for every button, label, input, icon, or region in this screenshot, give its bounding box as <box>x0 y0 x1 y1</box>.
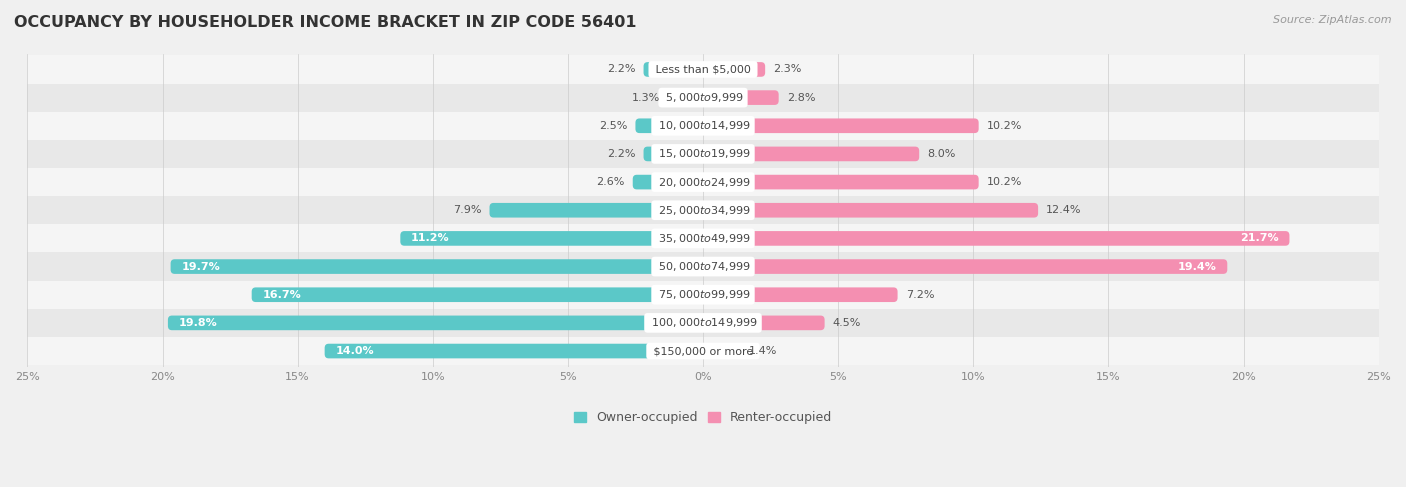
Text: 4.5%: 4.5% <box>832 318 860 328</box>
FancyBboxPatch shape <box>703 90 779 105</box>
FancyBboxPatch shape <box>703 287 897 302</box>
Text: $75,000 to $99,999: $75,000 to $99,999 <box>655 288 751 301</box>
Text: 21.7%: 21.7% <box>1240 233 1278 244</box>
FancyBboxPatch shape <box>633 175 703 189</box>
Text: $10,000 to $14,999: $10,000 to $14,999 <box>655 119 751 132</box>
Text: 14.0%: 14.0% <box>336 346 374 356</box>
Bar <box>0 225 1406 252</box>
Text: 10.2%: 10.2% <box>987 121 1022 131</box>
FancyBboxPatch shape <box>252 287 703 302</box>
Text: OCCUPANCY BY HOUSEHOLDER INCOME BRACKET IN ZIP CODE 56401: OCCUPANCY BY HOUSEHOLDER INCOME BRACKET … <box>14 15 637 30</box>
Text: 1.3%: 1.3% <box>631 93 659 103</box>
Bar <box>0 112 1406 140</box>
Text: 19.8%: 19.8% <box>179 318 218 328</box>
FancyBboxPatch shape <box>325 344 703 358</box>
FancyBboxPatch shape <box>401 231 703 246</box>
Bar <box>0 309 1406 337</box>
FancyBboxPatch shape <box>703 147 920 161</box>
FancyBboxPatch shape <box>703 118 979 133</box>
Text: 1.4%: 1.4% <box>749 346 778 356</box>
Bar <box>0 140 1406 168</box>
FancyBboxPatch shape <box>636 118 703 133</box>
FancyBboxPatch shape <box>644 62 703 77</box>
Bar <box>0 281 1406 309</box>
FancyBboxPatch shape <box>170 259 703 274</box>
Text: Less than $5,000: Less than $5,000 <box>652 64 754 75</box>
Legend: Owner-occupied, Renter-occupied: Owner-occupied, Renter-occupied <box>568 406 838 429</box>
Text: 7.9%: 7.9% <box>453 205 481 215</box>
Bar <box>0 337 1406 365</box>
Text: $5,000 to $9,999: $5,000 to $9,999 <box>662 91 744 104</box>
Text: 7.2%: 7.2% <box>905 290 934 300</box>
Text: $15,000 to $19,999: $15,000 to $19,999 <box>655 148 751 160</box>
Text: 8.0%: 8.0% <box>928 149 956 159</box>
Bar <box>0 252 1406 281</box>
FancyBboxPatch shape <box>703 62 765 77</box>
Text: 2.2%: 2.2% <box>607 149 636 159</box>
Text: 2.8%: 2.8% <box>787 93 815 103</box>
FancyBboxPatch shape <box>668 90 703 105</box>
Text: 10.2%: 10.2% <box>987 177 1022 187</box>
FancyBboxPatch shape <box>167 316 703 330</box>
Text: $50,000 to $74,999: $50,000 to $74,999 <box>655 260 751 273</box>
Text: 2.6%: 2.6% <box>596 177 624 187</box>
Text: 2.3%: 2.3% <box>773 64 801 75</box>
FancyBboxPatch shape <box>703 316 824 330</box>
FancyBboxPatch shape <box>703 259 1227 274</box>
Text: $20,000 to $24,999: $20,000 to $24,999 <box>655 176 751 188</box>
FancyBboxPatch shape <box>644 147 703 161</box>
Bar <box>0 84 1406 112</box>
Bar <box>0 196 1406 225</box>
Bar <box>0 168 1406 196</box>
Text: $100,000 to $149,999: $100,000 to $149,999 <box>648 317 758 329</box>
Text: 19.7%: 19.7% <box>181 262 221 272</box>
FancyBboxPatch shape <box>703 203 1038 218</box>
Text: Source: ZipAtlas.com: Source: ZipAtlas.com <box>1274 15 1392 25</box>
Bar <box>0 56 1406 84</box>
FancyBboxPatch shape <box>489 203 703 218</box>
Text: 12.4%: 12.4% <box>1046 205 1081 215</box>
Text: $25,000 to $34,999: $25,000 to $34,999 <box>655 204 751 217</box>
Text: $150,000 or more: $150,000 or more <box>650 346 756 356</box>
Text: 19.4%: 19.4% <box>1178 262 1216 272</box>
Text: 16.7%: 16.7% <box>263 290 301 300</box>
FancyBboxPatch shape <box>703 175 979 189</box>
Text: $35,000 to $49,999: $35,000 to $49,999 <box>655 232 751 245</box>
FancyBboxPatch shape <box>703 344 741 358</box>
Text: 2.5%: 2.5% <box>599 121 627 131</box>
Text: 2.2%: 2.2% <box>607 64 636 75</box>
FancyBboxPatch shape <box>703 231 1289 246</box>
Text: 11.2%: 11.2% <box>411 233 450 244</box>
